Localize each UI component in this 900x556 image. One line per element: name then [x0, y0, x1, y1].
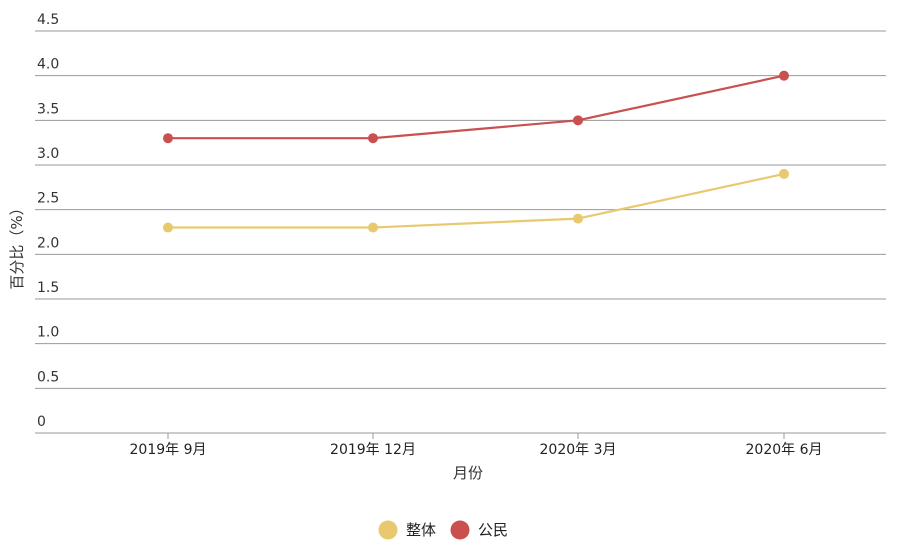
y-axis-title: 百分比（%） — [8, 200, 26, 289]
legend-swatch — [378, 520, 398, 540]
y-tick-label: 3.0 — [37, 146, 59, 162]
y-tick-label: 2.0 — [37, 235, 59, 251]
data-point — [163, 133, 173, 144]
y-axis-ticks: 0 0.5 1.0 1.5 2.0 2.5 3.0 3.5 4.0 4.5 — [37, 12, 59, 430]
y-tick-label: 2.5 — [37, 191, 59, 207]
x-tick-label: 2020年 6月 — [746, 442, 823, 458]
data-point — [573, 213, 583, 224]
legend: 整体 公民 — [378, 520, 508, 540]
y-tick-label: 1.5 — [37, 280, 59, 296]
y-tick-label: 1.0 — [37, 325, 59, 341]
legend-swatch — [450, 520, 470, 540]
x-axis-ticks: 2019年 9月 2019年 12月 2020年 3月 2020年 6月 — [130, 433, 823, 458]
series-lines — [163, 70, 789, 233]
y-tick-label: 4.0 — [37, 57, 59, 73]
data-point — [779, 70, 789, 81]
x-tick-label: 2019年 9月 — [130, 442, 207, 458]
y-tick-label: 0.5 — [37, 369, 59, 385]
data-point — [779, 168, 789, 179]
legend-label: 整体 — [406, 521, 436, 539]
data-point — [573, 115, 583, 126]
legend-label: 公民 — [478, 521, 508, 539]
y-tick-label: 0 — [37, 414, 46, 430]
series-line-0 — [168, 172, 785, 229]
data-point — [368, 222, 378, 233]
y-tick-label: 3.5 — [37, 101, 59, 117]
gridlines — [35, 30, 886, 434]
x-tick-label: 2020年 3月 — [540, 442, 617, 458]
y-tick-label: 4.5 — [37, 12, 59, 28]
data-point — [163, 222, 173, 233]
data-point — [368, 133, 378, 144]
x-tick-label: 2019年 12月 — [330, 442, 416, 458]
series-line-1 — [168, 74, 785, 140]
x-axis-title: 月份 — [453, 464, 483, 482]
